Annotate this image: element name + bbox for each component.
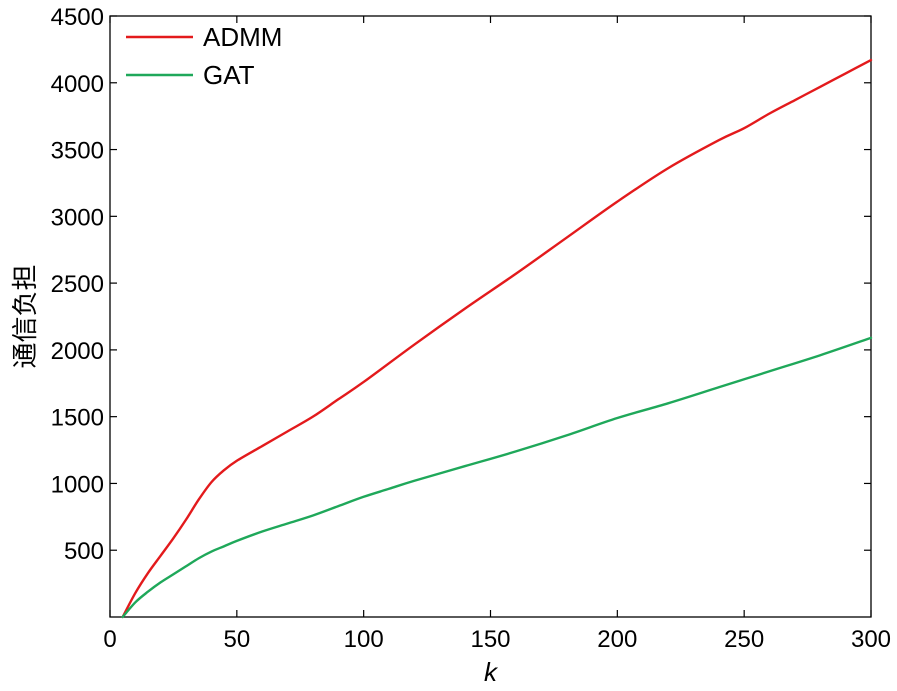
x-tick-label: 300 [851,626,891,653]
legend: ADMM GAT [126,22,282,90]
y-tick-label: 500 [64,538,104,565]
y-tick-label: 1500 [51,405,104,432]
legend-label: ADMM [203,22,282,52]
y-tick-label: 1000 [51,471,104,498]
axis-ticks [109,15,872,617]
x-axis-label: k [484,657,499,687]
series-lines [121,58,873,619]
x-tick-label: 0 [103,626,116,653]
y-tick-label: 3500 [51,138,104,165]
y-axis-label: 通信负担 [10,264,40,368]
y-tick-label: 3000 [51,204,104,231]
plot-area [109,15,872,618]
x-tick-label: 150 [470,626,510,653]
series-line-admm [121,58,873,619]
x-tick-label: 50 [223,626,250,653]
y-tick-label: 2000 [51,338,104,365]
y-tick-label: 4500 [51,4,104,31]
axis-tick-labels: 0 50 100 150 200 250 300 500 1000 1500 2000 2500 300… [51,4,891,653]
y-tick-label: 4000 [51,71,104,98]
x-tick-label: 250 [724,626,764,653]
series-line-gat [121,336,873,619]
x-tick-label: 200 [597,626,637,653]
x-tick-label: 100 [344,626,384,653]
y-tick-label: 2500 [51,271,104,298]
legend-label: GAT [203,60,255,90]
